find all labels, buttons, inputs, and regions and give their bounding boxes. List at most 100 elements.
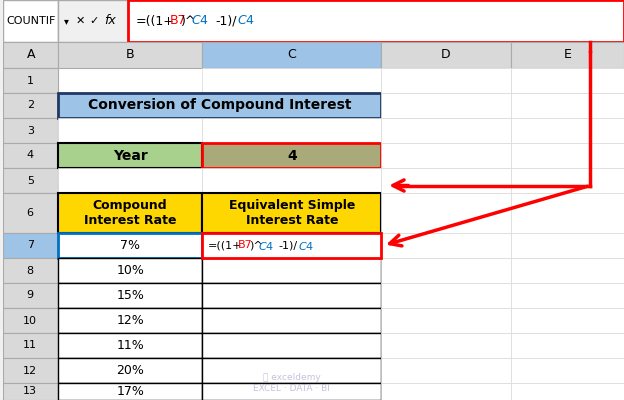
- FancyBboxPatch shape: [381, 168, 510, 193]
- FancyBboxPatch shape: [381, 358, 510, 383]
- FancyBboxPatch shape: [202, 358, 381, 383]
- FancyBboxPatch shape: [3, 333, 58, 358]
- FancyBboxPatch shape: [381, 308, 510, 333]
- FancyBboxPatch shape: [202, 193, 381, 233]
- FancyBboxPatch shape: [202, 258, 381, 283]
- FancyBboxPatch shape: [381, 118, 510, 143]
- FancyBboxPatch shape: [510, 42, 624, 68]
- FancyBboxPatch shape: [3, 283, 58, 308]
- FancyBboxPatch shape: [3, 68, 624, 400]
- FancyBboxPatch shape: [3, 143, 58, 168]
- FancyBboxPatch shape: [58, 0, 128, 42]
- Text: D: D: [441, 48, 451, 62]
- Text: $C$4: $C$4: [237, 14, 255, 28]
- FancyBboxPatch shape: [58, 383, 202, 400]
- Text: 20%: 20%: [116, 364, 144, 377]
- FancyBboxPatch shape: [58, 118, 202, 143]
- FancyBboxPatch shape: [510, 168, 624, 193]
- Text: 6: 6: [27, 208, 34, 218]
- FancyBboxPatch shape: [3, 0, 58, 42]
- FancyBboxPatch shape: [510, 333, 624, 358]
- FancyBboxPatch shape: [3, 42, 58, 68]
- FancyBboxPatch shape: [58, 193, 202, 233]
- FancyBboxPatch shape: [58, 42, 202, 68]
- Text: 4: 4: [27, 150, 34, 160]
- Text: =((1+: =((1+: [135, 14, 175, 28]
- Text: COUNTIF: COUNTIF: [6, 16, 56, 26]
- FancyBboxPatch shape: [510, 358, 624, 383]
- Text: Conversion of Compound Interest: Conversion of Compound Interest: [88, 98, 351, 112]
- FancyBboxPatch shape: [510, 233, 624, 258]
- Text: ✓: ✓: [89, 16, 99, 26]
- FancyBboxPatch shape: [381, 118, 510, 143]
- FancyBboxPatch shape: [381, 333, 510, 358]
- FancyBboxPatch shape: [202, 143, 381, 168]
- Text: )^: )^: [182, 14, 197, 28]
- FancyBboxPatch shape: [3, 383, 58, 400]
- Text: 11: 11: [23, 340, 37, 350]
- FancyBboxPatch shape: [58, 93, 381, 118]
- FancyBboxPatch shape: [510, 93, 624, 118]
- Text: 10: 10: [23, 316, 37, 326]
- FancyBboxPatch shape: [58, 233, 202, 258]
- FancyBboxPatch shape: [3, 358, 58, 383]
- FancyBboxPatch shape: [58, 308, 202, 333]
- FancyBboxPatch shape: [510, 283, 624, 308]
- FancyBboxPatch shape: [58, 283, 202, 308]
- FancyBboxPatch shape: [58, 168, 202, 193]
- Text: 🔷 exceldemy
EXCEL · DATA · BI: 🔷 exceldemy EXCEL · DATA · BI: [253, 373, 330, 393]
- FancyBboxPatch shape: [3, 0, 624, 400]
- FancyBboxPatch shape: [381, 93, 510, 118]
- FancyBboxPatch shape: [381, 193, 510, 233]
- Text: -1)/: -1)/: [215, 14, 236, 28]
- Text: B7: B7: [238, 240, 253, 250]
- FancyBboxPatch shape: [510, 383, 624, 400]
- FancyBboxPatch shape: [381, 258, 510, 283]
- Text: 9: 9: [27, 290, 34, 300]
- Text: fx: fx: [104, 14, 115, 28]
- FancyBboxPatch shape: [510, 118, 624, 143]
- FancyBboxPatch shape: [3, 118, 58, 143]
- Text: B: B: [126, 48, 135, 62]
- Text: 12: 12: [23, 366, 37, 376]
- FancyBboxPatch shape: [58, 143, 202, 168]
- FancyBboxPatch shape: [381, 383, 510, 400]
- Text: $C$4: $C$4: [298, 240, 314, 252]
- FancyBboxPatch shape: [510, 68, 624, 93]
- FancyBboxPatch shape: [58, 333, 202, 358]
- Text: E: E: [563, 48, 571, 62]
- Text: 8: 8: [27, 266, 34, 276]
- FancyBboxPatch shape: [58, 358, 202, 383]
- Text: 3: 3: [27, 126, 34, 136]
- FancyBboxPatch shape: [202, 168, 381, 193]
- FancyBboxPatch shape: [202, 308, 381, 333]
- FancyBboxPatch shape: [3, 93, 58, 118]
- Text: Equivalent Simple
Interest Rate: Equivalent Simple Interest Rate: [228, 199, 355, 227]
- FancyBboxPatch shape: [58, 258, 202, 283]
- FancyBboxPatch shape: [510, 308, 624, 333]
- Text: 15%: 15%: [116, 289, 144, 302]
- FancyBboxPatch shape: [128, 0, 624, 42]
- Text: 7: 7: [27, 240, 34, 250]
- FancyBboxPatch shape: [3, 68, 58, 93]
- Text: 4: 4: [287, 148, 296, 162]
- FancyBboxPatch shape: [510, 68, 624, 93]
- FancyBboxPatch shape: [202, 333, 381, 358]
- FancyBboxPatch shape: [3, 308, 58, 333]
- FancyBboxPatch shape: [381, 42, 510, 68]
- Text: B7: B7: [170, 14, 186, 28]
- Text: ▾: ▾: [64, 16, 69, 26]
- FancyBboxPatch shape: [202, 118, 381, 143]
- Text: Year: Year: [113, 148, 147, 162]
- FancyBboxPatch shape: [202, 42, 381, 68]
- Text: -1)/: -1)/: [279, 240, 298, 250]
- Text: C: C: [288, 48, 296, 62]
- Text: Compound
Interest Rate: Compound Interest Rate: [84, 199, 177, 227]
- FancyBboxPatch shape: [3, 193, 58, 233]
- FancyBboxPatch shape: [3, 233, 58, 258]
- FancyBboxPatch shape: [3, 258, 58, 283]
- Text: 7%: 7%: [120, 239, 140, 252]
- Text: ✕: ✕: [76, 16, 85, 26]
- FancyBboxPatch shape: [381, 68, 510, 93]
- FancyBboxPatch shape: [510, 193, 624, 233]
